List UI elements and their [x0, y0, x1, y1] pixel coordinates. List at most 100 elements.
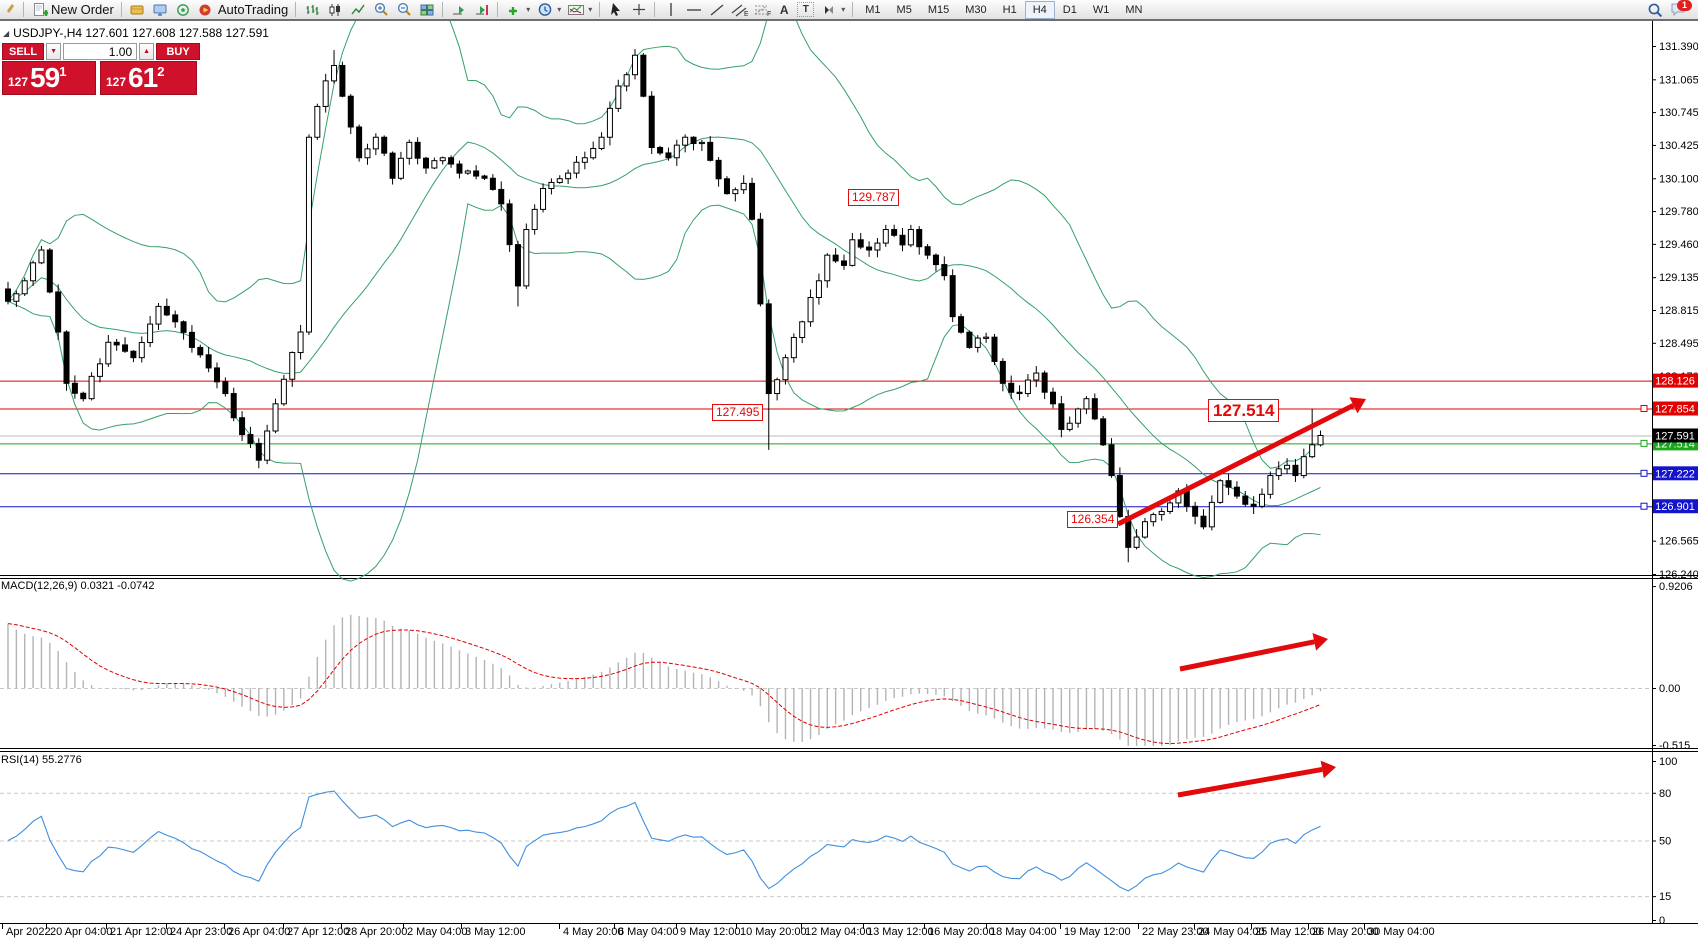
- vertical-line-icon: [662, 2, 679, 18]
- cursor-button[interactable]: [604, 1, 627, 19]
- crosshair-icon: [630, 2, 647, 18]
- bollinger-middle-band: [7, 136, 1321, 507]
- deposit-button[interactable]: [126, 1, 149, 19]
- volume-increase-button[interactable]: ▲: [139, 43, 155, 60]
- timeframe-button-h1[interactable]: H1: [995, 1, 1025, 19]
- vertical-line-button[interactable]: [659, 1, 682, 19]
- time-tick-label: 27 Apr 12:00: [287, 926, 349, 938]
- monitor-icon: [152, 2, 169, 18]
- crosshair-button[interactable]: [627, 1, 650, 19]
- time-tick-label: 12 May 04:00: [805, 926, 872, 938]
- price-badge: [1653, 401, 1698, 416]
- timeframe-button-mn[interactable]: MN: [1117, 1, 1150, 19]
- text-button[interactable]: A: [774, 1, 794, 19]
- chevron-down-icon: ▾: [841, 5, 846, 14]
- time-tick-label: 16 May 20:00: [928, 926, 995, 938]
- trend-arrow-main[interactable]: [1116, 397, 1366, 527]
- web-terminal-button[interactable]: [149, 1, 172, 19]
- time-tick-label: 13 May 12:00: [867, 926, 934, 938]
- macd-pane[interactable]: [7, 614, 1322, 746]
- price-tick-label: 131.390: [1659, 41, 1698, 53]
- timeframe-button-h4[interactable]: H4: [1024, 0, 1055, 19]
- timeframe-button-m1[interactable]: M1: [857, 1, 888, 19]
- horizontal-line-button[interactable]: [682, 1, 705, 19]
- line-handle[interactable]: [1640, 469, 1648, 477]
- template-button[interactable]: ▾: [564, 1, 595, 19]
- template-icon: [567, 2, 585, 18]
- notifications-button[interactable]: 1: [1670, 0, 1692, 19]
- timeframe-button-w1[interactable]: W1: [1085, 1, 1118, 19]
- line-handle[interactable]: [1640, 502, 1648, 510]
- chart-shift-button[interactable]: [470, 1, 493, 19]
- price-callout[interactable]: 127.495: [712, 404, 764, 421]
- line-handle[interactable]: [1640, 439, 1648, 447]
- timeframe-button-m30[interactable]: M30: [957, 1, 994, 19]
- auto-scroll-button[interactable]: [447, 1, 470, 19]
- macd-signal-line: [7, 623, 1321, 745]
- equidistant-channel-button[interactable]: E: [728, 1, 751, 19]
- line-chart-button[interactable]: [346, 1, 369, 19]
- rsi-label: RSI(14) 55.2776: [1, 754, 82, 766]
- rsi-tick-label: 15: [1659, 891, 1671, 903]
- buy-price-figure: 127: [106, 75, 127, 89]
- line-handle[interactable]: [1640, 405, 1648, 413]
- main-chart-pane[interactable]: [0, 0, 1652, 582]
- trend-arrow-rsi[interactable]: [1177, 760, 1336, 798]
- new-order-button[interactable]: New Order: [28, 1, 117, 19]
- price-badge-label: 127.591: [1655, 430, 1695, 442]
- buy-price-box[interactable]: 127 61 2: [100, 61, 197, 95]
- price-tick-label: 129.460: [1659, 239, 1698, 251]
- price-tick-label: 126.240: [1659, 569, 1698, 581]
- time-tick-label: 2 May 04:00: [407, 926, 468, 938]
- search-icon[interactable]: [1647, 2, 1664, 18]
- auto-scroll-icon: [450, 2, 467, 18]
- volume-input[interactable]: [63, 43, 138, 60]
- time-tick-label: 26 Apr 04:00: [228, 926, 290, 938]
- price-tick-label: 130.100: [1659, 173, 1698, 185]
- sell-price-pips: 59: [30, 62, 60, 93]
- macd-tick-label: -0.515: [1659, 740, 1690, 752]
- price-callout[interactable]: 127.514: [1208, 399, 1280, 422]
- price-badge-label: 127.854: [1655, 404, 1695, 416]
- tile-windows-button[interactable]: [415, 1, 438, 19]
- timeframe-group: M1 M5 M15 M30 H1 H4 D1 W1 MN: [857, 0, 1150, 19]
- rsi-tick-label: 50: [1659, 836, 1671, 848]
- time-tick-label: 28 Apr 20:00: [345, 926, 407, 938]
- rsi-line: [7, 790, 1321, 892]
- signals-button[interactable]: [172, 1, 195, 19]
- time-tick-label: 10 May 20:00: [740, 926, 807, 938]
- zoom-in-button[interactable]: [369, 1, 392, 19]
- price-tick-label: 130.745: [1659, 107, 1698, 119]
- price-callout[interactable]: 126.354: [1067, 511, 1119, 528]
- bar-chart-button[interactable]: [300, 1, 323, 19]
- new-order-icon: [31, 2, 48, 18]
- sell-button[interactable]: SELL: [2, 43, 45, 60]
- time-tick-label: 6 May 04:00: [618, 926, 679, 938]
- time-tick-label: 26 May 20:00: [1312, 926, 1379, 938]
- arrows-button[interactable]: ▾: [817, 1, 848, 19]
- candlestick-chart-button[interactable]: [323, 1, 346, 19]
- timeframe-button-d1[interactable]: D1: [1055, 1, 1085, 19]
- notification-badge: 1: [1677, 0, 1692, 11]
- add-indicator-icon: [505, 2, 522, 18]
- add-indicator-button[interactable]: ▾: [502, 1, 533, 19]
- volume-decrease-button[interactable]: ▼: [46, 43, 62, 60]
- autotrading-button[interactable]: AutoTrading: [195, 1, 291, 19]
- timeframe-button-m5[interactable]: M5: [889, 1, 920, 19]
- bar-chart-icon: [303, 2, 320, 18]
- trendline-button[interactable]: [705, 1, 728, 19]
- buy-button[interactable]: BUY: [156, 43, 200, 60]
- sell-price-box[interactable]: 127 59 1: [2, 61, 96, 95]
- text-label-button[interactable]: T: [794, 1, 817, 19]
- time-tick-label: 18 May 04:00: [990, 926, 1057, 938]
- macd-tick-label: 0.9206: [1659, 581, 1693, 593]
- trend-arrow-macd[interactable]: [1179, 632, 1328, 672]
- fibonacci-button[interactable]: F: [751, 1, 774, 19]
- zoom-out-button[interactable]: [392, 1, 415, 19]
- new-order-label: New Order: [51, 2, 114, 17]
- time-tick-label: 24 May 04:00: [1198, 926, 1265, 938]
- price-callout[interactable]: 129.787: [848, 189, 900, 206]
- period-select-button[interactable]: ▾: [533, 1, 564, 19]
- timeframe-button-m15[interactable]: M15: [920, 1, 957, 19]
